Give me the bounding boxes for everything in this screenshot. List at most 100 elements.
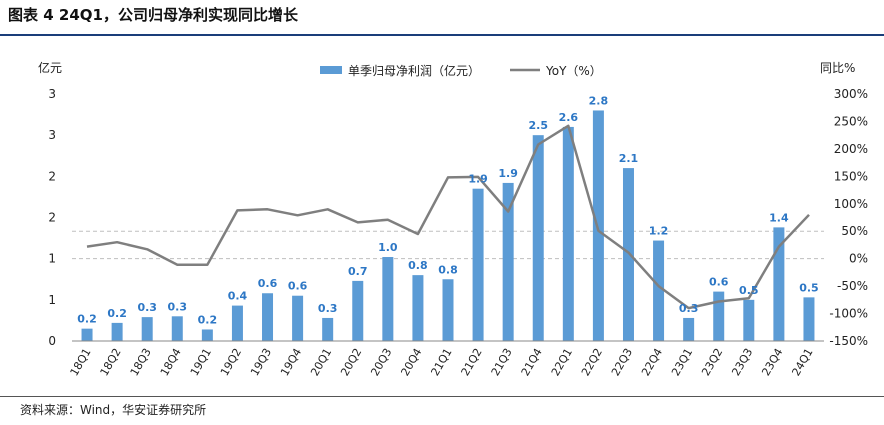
x-tick-22Q1: 22Q1 [549,346,575,378]
bar-19Q2 [231,305,243,341]
x-tick-21Q2: 21Q2 [459,346,485,378]
data-label-layer: 0.2 0.2 0.3 0.3 0.2 0.4 0.6 0.6 0.3 0.7 1.0 0.8 0.8 1… [77,94,818,326]
bar-22Q1 [562,126,574,341]
data-label-19Q3: 0.6 [258,277,278,290]
data-label-23Q2: 0.6 [709,276,729,289]
data-label-22Q1: 2.6 [559,111,579,124]
data-label-19Q4: 0.6 [288,280,308,293]
y-left-tick-2: 1 [48,252,56,266]
x-tick-23Q4: 23Q4 [759,346,785,378]
legend-line-label: YoY（%） [545,64,602,78]
x-tick-22Q3: 22Q3 [609,346,635,378]
title-rule [0,34,884,36]
bar-22Q2 [592,110,604,341]
x-tick-19Q3: 19Q3 [248,346,274,378]
legend: 单季归母净利润（亿元） YoY（%） [320,63,602,78]
bottom-rule [0,396,884,397]
x-tick-20Q1: 20Q1 [308,346,334,378]
bar-18Q4 [171,316,183,341]
x-tick-20Q4: 20Q4 [398,346,424,378]
data-label-23Q4: 1.4 [769,211,789,224]
data-label-24Q1: 0.5 [799,281,819,294]
data-label-18Q3: 0.3 [137,301,157,314]
bar-21Q2 [472,188,484,341]
data-label-18Q1: 0.2 [77,313,97,326]
x-tick-18Q1: 18Q1 [68,346,94,378]
y-left-tick-0: 0 [48,334,56,348]
source-note: 资料来源：Wind，华安证券研究所 [20,403,207,417]
legend-bar-swatch [320,66,342,74]
bar-20Q2 [352,280,364,341]
bar-20Q3 [382,257,394,341]
y-right-tick-4: 50% [841,224,868,238]
bar-22Q3 [622,168,634,341]
y-left-tick-5: 3 [48,128,56,142]
x-tick-24Q1: 24Q1 [789,346,815,378]
data-label-21Q4: 2.5 [528,119,548,132]
bar-19Q4 [292,295,304,341]
y-right-tick-6: 150% [834,169,868,183]
data-label-21Q2: 1.9 [468,173,488,186]
data-label-22Q2: 2.8 [589,94,609,107]
x-tick-22Q4: 22Q4 [639,346,665,378]
x-tick-23Q2: 23Q2 [699,346,725,378]
data-label-21Q3: 1.9 [498,167,518,180]
data-label-19Q2: 0.4 [228,290,248,303]
bar-23Q1 [683,317,695,341]
data-label-23Q3: 0.5 [739,284,759,297]
bar-19Q1 [201,329,213,341]
data-label-22Q4: 1.2 [649,225,669,238]
y-right-axis-title: 同比% [820,61,855,75]
x-tick-23Q1: 23Q1 [669,346,695,378]
data-label-19Q1: 0.2 [198,313,218,326]
bar-23Q3 [743,299,755,341]
bar-21Q4 [532,135,544,341]
data-label-20Q2: 0.7 [348,265,368,278]
y-right-tick-9: 300% [834,87,868,101]
bar-22Q4 [653,240,665,341]
y-right-tick-7: 200% [834,142,868,156]
bar-18Q1 [81,328,93,341]
figure-title: 图表 4 24Q1，公司归母净利实现同比增长 [8,6,298,24]
bar-21Q3 [502,182,514,341]
bar-layer [81,110,815,341]
x-tick-19Q2: 19Q2 [218,346,244,378]
y-right-tick-8: 250% [834,114,868,128]
x-tick-20Q2: 20Q2 [338,346,364,378]
bar-20Q4 [412,275,424,341]
y-right-tick-5: 100% [834,197,868,211]
line-layer [86,124,810,310]
data-label-18Q4: 0.3 [168,300,188,313]
x-tick-20Q3: 20Q3 [368,346,394,378]
bar-23Q2 [713,291,725,341]
bar-18Q3 [141,317,153,341]
x-tick-21Q3: 21Q3 [489,346,515,378]
bar-18Q2 [111,322,123,341]
bar-19Q3 [262,293,274,341]
x-tick-18Q4: 18Q4 [158,346,184,378]
data-label-18Q2: 0.2 [107,307,127,320]
x-tick-23Q3: 23Q3 [729,346,755,378]
data-label-20Q1: 0.3 [318,302,338,315]
x-tick-21Q4: 21Q4 [519,346,545,378]
x-tick-19Q1: 19Q1 [188,346,214,378]
y-left-tick-6: 3 [48,87,56,101]
bar-24Q1 [803,297,815,341]
y-left-tick-1: 1 [48,293,56,307]
y-left-axis-title: 亿元 [38,60,62,75]
x-tick-18Q2: 18Q2 [98,346,124,378]
x-tick-22Q2: 22Q2 [579,346,605,378]
data-label-22Q3: 2.1 [619,152,639,165]
x-tick-19Q4: 19Q4 [278,346,304,378]
data-label-20Q3: 1.0 [378,241,398,254]
y-left-tick-4: 2 [48,169,56,183]
bar-21Q1 [442,279,454,341]
y-right-tick-3: 0% [849,252,868,266]
y-right-tick-1: -100% [829,307,868,321]
x-tick-18Q3: 18Q3 [128,346,154,378]
y-right-tick-2: -50% [837,279,868,293]
data-label-21Q1: 0.8 [438,263,458,276]
legend-bar-label: 单季归母净利润（亿元） [348,63,480,78]
grid-layer [72,230,824,260]
